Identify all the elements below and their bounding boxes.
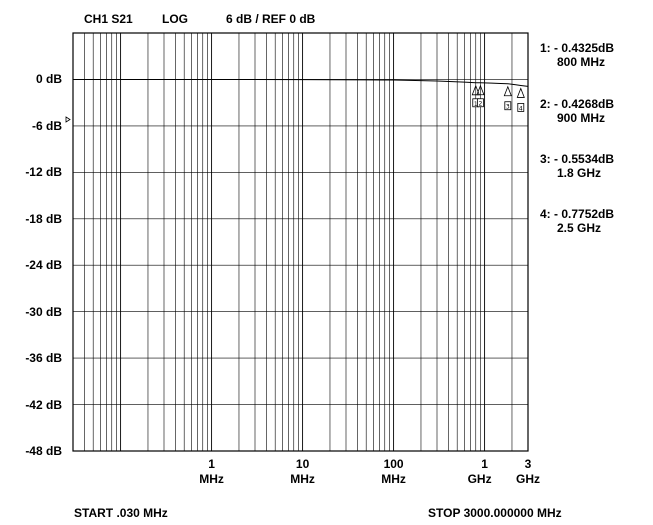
marker-value: 4: - 0.7752dB [540, 207, 615, 221]
start-frequency: START .030 MHz [74, 506, 168, 520]
stop-frequency: STOP 3000.000000 MHz [428, 506, 562, 520]
marker-frequency: 800 MHz [557, 55, 606, 69]
marker-triangle [503, 85, 512, 97]
marker-readout: 4: - 0.7752dB 2.5 GHz [540, 207, 614, 235]
marker-box [477, 98, 484, 108]
marker-value: 2: - 0.4268dB [540, 97, 615, 111]
x-tick-unit: GHz [467, 472, 492, 486]
y-tick-label: -12 dB [25, 165, 62, 180]
y-tick-label: -18 dB [25, 211, 62, 226]
format-label: LOG [162, 12, 188, 26]
x-tick-unit: MHz [381, 472, 406, 486]
marker-frequency: 2.5 GHz [557, 221, 602, 235]
marker-number: 1 [474, 101, 478, 108]
marker-value: 3: - 0.5534dB [540, 152, 615, 166]
y-tick-label: -6 dB [32, 118, 62, 133]
y-tick-label: -36 dB [25, 351, 62, 366]
x-tick-value: 1 [481, 457, 488, 471]
grid [72, 32, 529, 452]
marker-triangle [516, 87, 525, 98]
marker-number: 3 [506, 104, 510, 111]
x-tick-value: 3 [524, 457, 532, 471]
y-tick-label: 0 dB [35, 72, 62, 87]
plot-frame [72, 32, 529, 452]
x-tick-unit: GHz [516, 472, 540, 486]
marker-box [517, 103, 525, 112]
marker-triangle [476, 84, 485, 96]
marker-readout: 3: - 0.5534dB 1.8 GHz [540, 152, 614, 180]
marker-triangle [471, 84, 480, 96]
channel-label: CH1 S21 [84, 12, 133, 26]
marker-readout: 2: - 0.4268dB 900 MHz [540, 97, 614, 125]
x-tick-value: 10 [295, 457, 310, 471]
y-tick-label: -24 dB [25, 258, 62, 273]
x-tick-value: 1 [208, 457, 215, 471]
marker-glyph: 3 [503, 85, 512, 111]
x-tick-unit: MHz [199, 472, 224, 486]
reference-level-indicator [65, 116, 71, 123]
marker-glyph: 2 [476, 84, 485, 108]
marker-box [504, 101, 512, 111]
y-tick-label: -30 dB [25, 304, 62, 319]
marker-frequency: 900 MHz [557, 111, 606, 125]
marker-frequency: 1.8 GHz [557, 166, 602, 180]
marker-number: 4 [519, 105, 523, 112]
marker-value: 1: - 0.4325dB [540, 41, 615, 55]
trace-line [73, 78, 529, 87]
y-tick-label: -42 dB [25, 397, 62, 412]
marker-readout: 1: - 0.4325dB 800 MHz [540, 41, 614, 69]
x-tick-unit: MHz [290, 472, 315, 486]
y-tick-label: -48 dB [25, 444, 62, 458]
marker-glyph: 4 [516, 87, 525, 112]
x-tick-value: 100 [383, 457, 404, 471]
scale-label: 6 dB / REF 0 dB [226, 12, 316, 26]
marker-number: 2 [479, 101, 483, 108]
